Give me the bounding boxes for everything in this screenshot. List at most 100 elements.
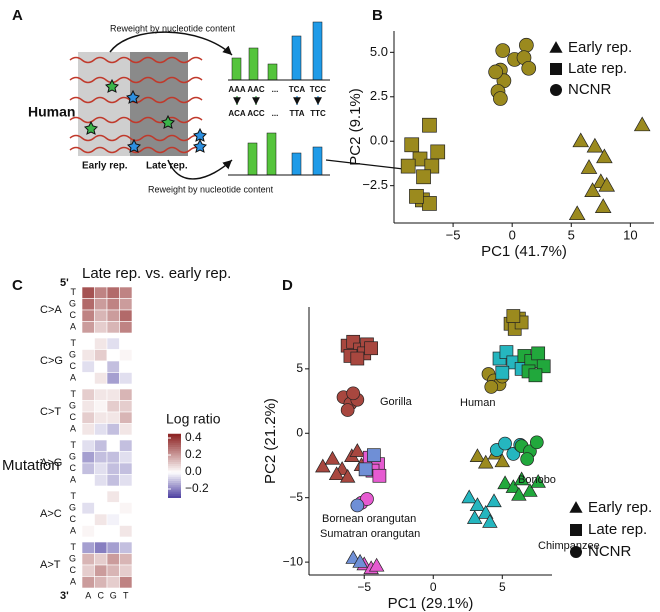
y-tick-label: −5 <box>289 490 303 504</box>
y-axis-label: Mutation <box>2 457 60 474</box>
heat-cell <box>94 576 108 589</box>
point <box>409 188 424 204</box>
group-label: Bonobo <box>518 474 556 486</box>
column-label: A <box>85 590 91 600</box>
y-tick-label: −10 <box>283 554 304 568</box>
heat-cell <box>106 576 120 589</box>
early-region <box>78 52 130 156</box>
heat-cell <box>81 360 95 373</box>
heat-cell <box>94 553 108 566</box>
x-tick-label: 5 <box>499 580 506 594</box>
point <box>586 137 604 153</box>
point <box>400 158 416 174</box>
heat-cell <box>94 439 108 452</box>
heat-cell <box>81 513 95 526</box>
point <box>339 468 356 483</box>
point <box>367 448 381 463</box>
point <box>461 489 477 504</box>
group-label: Human <box>460 397 495 409</box>
heat-cell <box>94 462 108 475</box>
colorbar-step <box>168 444 181 447</box>
heat-cell <box>81 411 95 424</box>
colorbar-step <box>168 491 181 494</box>
species-label: Human <box>28 104 75 120</box>
heat-cell <box>94 309 108 322</box>
heat-cell <box>81 525 95 538</box>
context-label: T <box>71 287 77 297</box>
heat-cell <box>119 513 133 526</box>
context-label: T <box>71 338 77 348</box>
context-label: G <box>69 299 76 309</box>
colorbar-step <box>168 435 181 439</box>
heat-cell <box>94 337 108 350</box>
point <box>430 144 446 160</box>
diagram: Human Early rep. Late rep. Reweight by n… <box>28 21 413 194</box>
point <box>511 486 527 501</box>
heat-cell <box>119 553 133 566</box>
context-label: G <box>69 554 76 564</box>
column-label: G <box>110 590 117 600</box>
heat-cell <box>94 451 108 464</box>
point <box>364 341 378 356</box>
y-tick-label: 0 <box>296 425 303 439</box>
point <box>469 497 486 511</box>
heat-cell <box>106 451 120 464</box>
heat-cell <box>81 321 95 334</box>
heat-cell <box>119 474 133 487</box>
point <box>368 557 385 572</box>
context: ACC <box>247 109 265 118</box>
colorbar-tick-label: 0.4 <box>185 430 202 444</box>
point <box>495 365 510 380</box>
panel-label: A <box>12 7 23 24</box>
heat-cell <box>94 490 108 503</box>
heat-cell <box>106 462 120 475</box>
point <box>596 148 613 164</box>
arrow <box>109 31 233 56</box>
colorbar-step <box>168 469 181 473</box>
legend-symbol <box>570 546 582 558</box>
heat-cell <box>119 298 133 311</box>
colorbar-step <box>168 482 181 486</box>
heat-cell <box>119 349 133 362</box>
heat-cell <box>106 423 120 436</box>
heat-cell <box>94 298 108 311</box>
context-label: T <box>71 491 77 501</box>
colorbar-title: Log ratio <box>166 411 221 427</box>
point <box>315 458 331 473</box>
heat-cell <box>119 502 133 515</box>
heat-cell <box>119 337 133 350</box>
context-label: C <box>70 412 77 422</box>
point <box>350 351 365 366</box>
heat-cell <box>119 309 133 322</box>
point <box>531 346 546 361</box>
legend-label: Late rep. <box>588 521 647 538</box>
legend-symbol <box>569 501 583 513</box>
point <box>520 452 534 466</box>
reweight-text: Reweight by nucleotide content <box>110 23 236 33</box>
bars-top <box>231 21 323 81</box>
heat-cell <box>106 525 120 538</box>
heat-cell <box>119 576 133 589</box>
row-label: A>T <box>40 559 61 571</box>
heat-cell <box>81 502 95 515</box>
point <box>482 513 498 528</box>
colorbar-step <box>168 448 181 452</box>
column-label: T <box>123 590 129 600</box>
heat-cell <box>106 298 120 311</box>
column-label: C <box>98 590 105 600</box>
heat-cell <box>106 337 120 350</box>
colorbar-step <box>168 459 181 462</box>
heat-cell <box>94 502 108 515</box>
heat-cell <box>119 451 133 464</box>
heat-cell <box>119 360 133 373</box>
x-tick-label: 10 <box>623 227 637 242</box>
heat-cell <box>94 286 108 299</box>
heat-cell <box>106 400 120 413</box>
heat-cell <box>81 474 95 487</box>
x-axis-label: PC1 (29.1%) <box>388 595 474 612</box>
colorbar-tick-label: 0.0 <box>185 464 202 478</box>
heat-cell <box>94 564 108 577</box>
heat-cell <box>119 541 133 554</box>
heat-cell <box>119 490 133 503</box>
heat-cell <box>94 400 108 413</box>
